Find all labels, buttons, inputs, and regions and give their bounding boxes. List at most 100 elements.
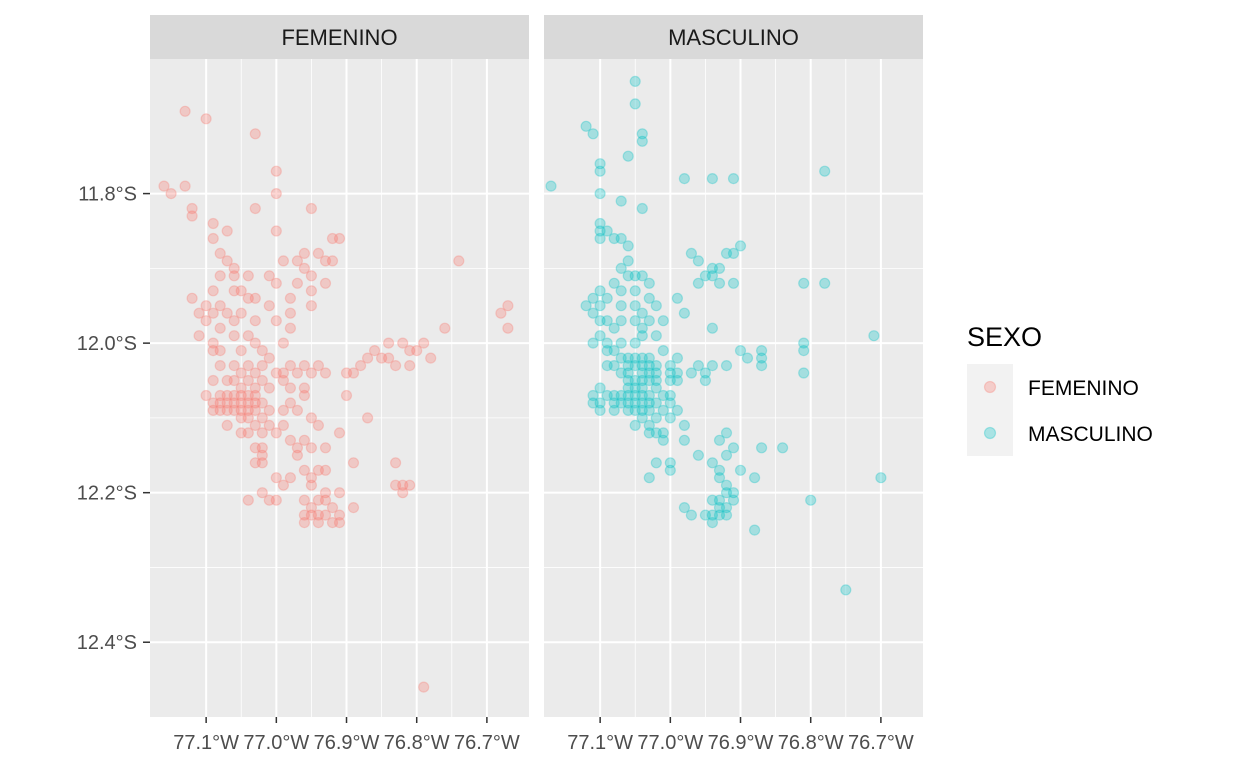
data-point [228, 397, 240, 409]
data-point [671, 367, 684, 379]
data-point [727, 442, 740, 454]
data-point [305, 285, 317, 297]
data-point [326, 502, 339, 514]
data-point [643, 419, 655, 431]
data-point [706, 270, 719, 282]
data-point [594, 225, 606, 237]
data-point [615, 300, 627, 312]
data-point [594, 382, 606, 394]
data-point [270, 165, 282, 177]
data-point [678, 307, 691, 319]
point-layer-masculino [545, 75, 887, 596]
data-point [214, 270, 226, 282]
legend: SEXO FEMENINO MASCULINO [967, 322, 1153, 456]
data-point [608, 277, 620, 289]
data-point [798, 367, 810, 379]
data-point [242, 494, 254, 506]
data-point [636, 367, 648, 379]
data-point [390, 360, 402, 372]
data-point [643, 397, 655, 409]
data-point [228, 330, 240, 342]
data-point [629, 270, 641, 282]
data-point [207, 397, 219, 409]
data-point [228, 285, 240, 297]
data-point [319, 277, 332, 289]
data-point [594, 300, 606, 312]
data-point [636, 352, 648, 364]
data-point [622, 389, 634, 402]
data-point [207, 217, 219, 230]
data-point [270, 367, 282, 379]
data-point [629, 404, 641, 416]
data-point [748, 524, 761, 536]
data-point [312, 516, 324, 529]
data-point [319, 367, 332, 379]
data-point [298, 516, 310, 529]
x-tick-label: 76.7°W [848, 732, 914, 754]
data-point [629, 285, 641, 297]
data-point [207, 337, 219, 349]
data-point [678, 419, 691, 431]
data-point [319, 464, 332, 476]
data-point [650, 374, 662, 387]
data-point [270, 427, 282, 439]
data-point [636, 404, 648, 416]
data-point [249, 202, 261, 215]
data-point [249, 382, 261, 394]
data-point [636, 322, 648, 334]
data-point [650, 457, 662, 469]
data-point [734, 345, 747, 357]
data-point [643, 292, 655, 304]
data-point [643, 404, 655, 416]
data-point [502, 300, 514, 312]
data-point [650, 330, 662, 342]
data-point [284, 360, 296, 372]
data-point [235, 367, 247, 379]
data-point [650, 367, 662, 379]
y-axis: 11.8°S 12.0°S 12.2°S 12.4°S [77, 184, 150, 654]
data-point [270, 494, 282, 506]
data-point [263, 300, 275, 312]
data-point [284, 434, 296, 446]
data-point [256, 412, 268, 424]
data-point [312, 247, 324, 259]
data-point [601, 337, 613, 349]
data-point [340, 389, 353, 402]
point-layer-femenino [158, 105, 514, 693]
data-point [249, 419, 261, 431]
data-point [263, 352, 275, 364]
data-point [629, 382, 641, 394]
data-point [242, 270, 254, 282]
data-point [798, 277, 810, 289]
data-point [706, 262, 719, 274]
data-point [263, 419, 275, 431]
data-point [629, 337, 641, 349]
data-point [594, 158, 606, 170]
data-point [678, 502, 691, 514]
data-point [671, 374, 684, 387]
data-point [235, 345, 247, 357]
data-point [615, 262, 627, 274]
data-point [713, 494, 726, 506]
data-point [284, 382, 296, 394]
data-point [242, 412, 254, 424]
data-point [594, 165, 606, 177]
data-point [713, 472, 726, 484]
data-point [495, 307, 507, 319]
data-point [748, 472, 761, 484]
data-point [298, 509, 310, 521]
data-point [340, 367, 353, 379]
data-point [221, 389, 233, 402]
data-point [608, 397, 620, 409]
data-point [333, 487, 346, 499]
data-point [221, 404, 233, 416]
data-point [622, 255, 634, 267]
data-point [214, 300, 226, 312]
data-point [411, 345, 423, 357]
data-point [291, 277, 303, 289]
data-point [179, 180, 191, 192]
data-point [249, 315, 261, 327]
data-point [186, 292, 198, 304]
data-point [720, 502, 733, 514]
data-point [270, 188, 282, 200]
